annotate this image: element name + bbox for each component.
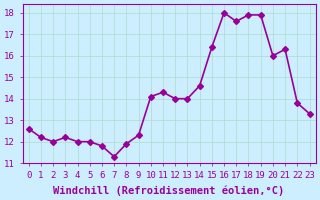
X-axis label: Windchill (Refroidissement éolien,°C): Windchill (Refroidissement éolien,°C) — [53, 185, 285, 196]
